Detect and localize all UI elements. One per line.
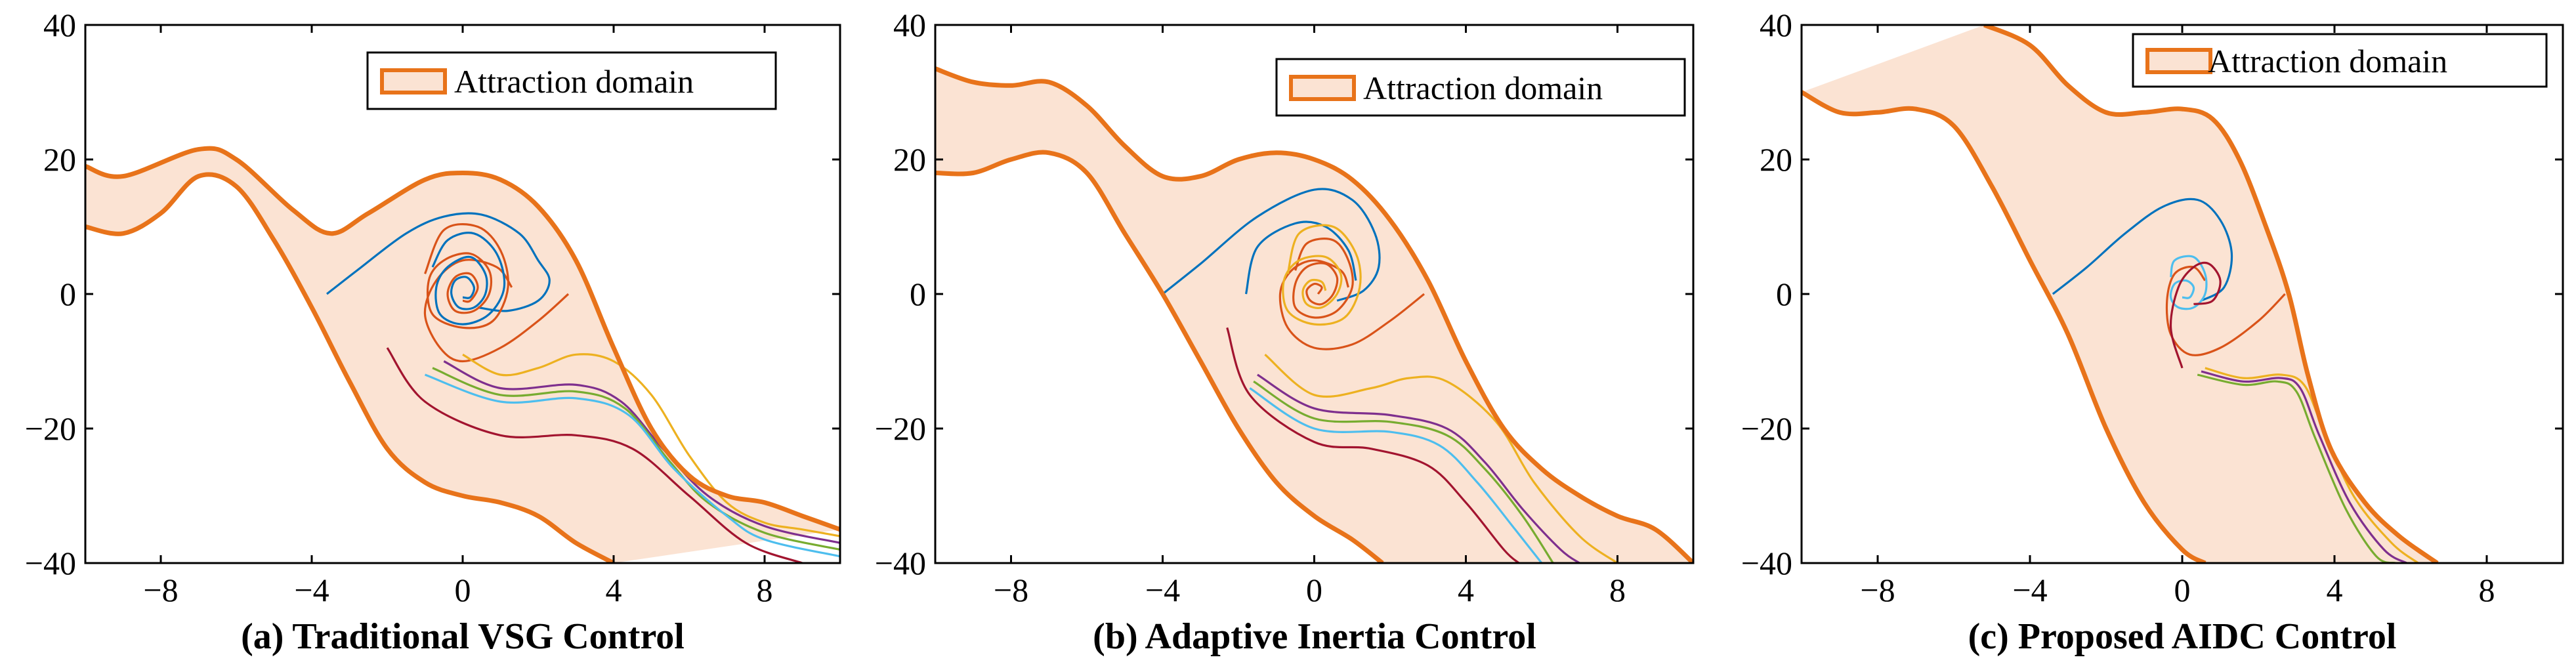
trajectory-line [2052,198,2233,302]
trajectory-line [1264,354,1618,563]
legend-label: Attraction domain [2208,43,2447,79]
x-tick-label: −4 [1145,572,1180,608]
legend: Attraction domain [2132,33,2548,88]
trajectory-line [1244,220,1357,295]
spiral-trajectory [431,232,506,326]
spiral-trajectory [2169,261,2222,369]
legend-label: Attraction domain [1363,70,1603,106]
upper-boundary-line [85,146,840,532]
legend: Attraction domain [366,51,777,110]
trajectory-line [386,347,803,563]
spiral-trajectory [1292,238,1354,319]
trajectory-line [432,367,840,551]
y-tick-label: 0 [60,276,76,312]
trajectory-line [1249,387,1543,563]
x-tick-label: 0 [1306,572,1322,608]
y-tick-label: −40 [875,545,926,581]
trajectory-line [1253,380,1554,563]
legend: Attraction domain [1275,58,1686,117]
x-tick-label: 8 [2479,572,2495,608]
y-tick-label: 20 [1760,141,1792,178]
trajectory-line [1257,373,1580,563]
data-layer [935,66,1693,563]
x-tick-label: 0 [2174,572,2191,608]
legend-swatch [380,68,447,94]
y-tick-label: 40 [893,7,926,43]
trajectory-line [2197,373,2396,563]
upper-boundary-line [935,66,1693,563]
legend-swatch [1289,75,1356,101]
caption-a: (a) Traditional VSG Control [241,616,685,657]
y-tick-label: 0 [1776,276,1792,312]
y-tick-label: −40 [1741,545,1792,581]
upper-boundary-line [1983,25,2439,563]
y-tick-label: 40 [1760,7,1792,43]
spiral-trajectory [424,223,509,329]
caption-c: (c) Proposed AIDC Control [1968,616,2397,657]
y-tick-label: 20 [893,141,926,178]
y-tick-label: −40 [25,545,76,581]
x-tick-label: −8 [994,572,1028,608]
x-tick-label: 8 [757,572,773,608]
legend-label: Attraction domain [454,63,694,100]
attraction-domain-area [1802,25,2438,563]
trajectory-line [326,212,551,312]
x-tick-label: 4 [2327,572,2343,608]
x-tick-label: 0 [455,572,471,608]
legend-swatch [2145,48,2212,74]
y-tick-label: −20 [25,410,76,447]
legend-box [1275,58,1686,117]
trajectory-line [424,373,840,558]
x-tick-label: 4 [1458,572,1474,608]
y-tick-label: −20 [1741,410,1792,447]
y-tick-label: 20 [43,141,76,178]
data-layer [1802,25,2439,563]
lower-boundary-line [935,150,1384,563]
spiral-trajectory [2169,255,2208,310]
lower-boundary-line [1802,90,2206,563]
y-tick-label: 40 [43,7,76,43]
x-tick-label: −8 [143,572,178,608]
trajectory-line [2201,370,2408,563]
x-tick-label: 8 [1609,572,1626,608]
caption-b: (b) Adaptive Inertia Control [1093,616,1536,657]
trajectory-line [443,360,840,544]
lower-boundary-line [85,172,615,563]
x-tick-label: −4 [294,572,329,608]
spiral-trajectory [1282,224,1362,326]
trajectory-line [1226,327,1520,563]
x-tick-label: −8 [1860,572,1895,608]
trajectory-line [423,259,570,363]
data-layer [85,146,840,563]
trajectory-line [1162,188,1381,302]
trajectory-line [462,353,840,537]
x-tick-label: −4 [2012,572,2047,608]
y-tick-label: 0 [910,276,926,312]
y-tick-label: −20 [875,410,926,447]
x-tick-label: 4 [606,572,622,608]
attraction-domain-area [935,68,1693,563]
